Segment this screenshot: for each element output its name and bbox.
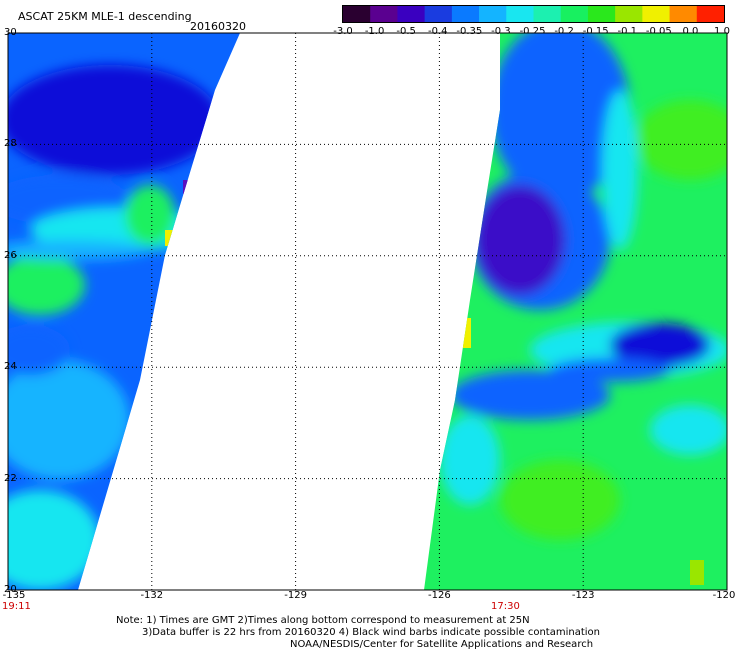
colorbar-tick-label: -0.5 bbox=[396, 26, 416, 37]
latitude-label: 24 bbox=[4, 361, 17, 373]
latitude-label: 30 bbox=[4, 27, 17, 38]
colorbar bbox=[342, 5, 725, 23]
colorbar-tick-label: -0.35 bbox=[456, 26, 483, 37]
latitude-label: 26 bbox=[4, 249, 17, 261]
left-swath bbox=[8, 33, 240, 590]
time-right: 17:30 bbox=[491, 601, 520, 612]
latitude-label: 22 bbox=[4, 472, 17, 484]
colorbar-segment bbox=[642, 6, 671, 22]
latitude-label: 28 bbox=[4, 138, 17, 150]
colorbar-segment bbox=[506, 6, 534, 22]
colorbar-tick-label: 0.0 bbox=[682, 26, 699, 37]
colorbar-segment bbox=[587, 6, 616, 22]
colorbar-segment bbox=[696, 6, 725, 22]
time-left: 19:11 bbox=[2, 601, 31, 612]
colorbar-segment bbox=[343, 6, 371, 22]
right-swath bbox=[424, 33, 727, 590]
colorbar-segment bbox=[397, 6, 426, 22]
colorbar-tick-label: -0.25 bbox=[519, 26, 546, 37]
note-line-2: 3)Data buffer is 22 hrs from 20160320 4)… bbox=[142, 627, 600, 638]
map-title: ASCAT 25KM MLE-1 descending bbox=[18, 10, 192, 23]
colorbar-tick-label: -3.0 bbox=[333, 26, 353, 37]
colorbar-segment bbox=[424, 6, 453, 22]
colorbar-segment bbox=[370, 6, 398, 22]
longitude-label: -129 bbox=[284, 590, 307, 601]
colorbar-segment bbox=[479, 6, 507, 22]
colorbar-tick-label: -0.3 bbox=[491, 26, 511, 37]
longitude-label: -135 bbox=[2, 590, 26, 601]
map-frame bbox=[7, 32, 728, 591]
longitude-label: -120 bbox=[712, 590, 736, 601]
colorbar-tick-label: -0.05 bbox=[645, 26, 672, 37]
note-line-3: NOAA/NESDIS/Center for Satellite Applica… bbox=[290, 639, 594, 650]
colorbar-tick-label: -0.1 bbox=[617, 26, 638, 37]
colorbar-tick-label: -1.0 bbox=[364, 26, 385, 37]
colorbar-tick-label: -0.4 bbox=[427, 26, 448, 37]
map-date: 20160320 bbox=[190, 20, 246, 33]
grid-lines bbox=[8, 33, 727, 590]
note-line-1: Note: 1) Times are GMT 2)Times along bot… bbox=[116, 615, 530, 626]
longitude-label: -123 bbox=[571, 590, 595, 601]
colorbar-segment bbox=[533, 6, 562, 22]
colorbar-tick-label: 1.0 bbox=[714, 26, 730, 37]
longitude-label: -132 bbox=[140, 590, 164, 601]
colorbar-segment bbox=[615, 6, 643, 22]
colorbar-tick-label: -0.15 bbox=[582, 26, 609, 37]
colorbar-segment bbox=[669, 6, 698, 22]
colorbar-gradient bbox=[343, 6, 725, 22]
colorbar-segment bbox=[451, 6, 480, 22]
latitude-label: 20 bbox=[4, 584, 17, 595]
colorbar-segment bbox=[560, 6, 589, 22]
longitude-label: -126 bbox=[428, 590, 451, 601]
colorbar-tick-label: -0.2 bbox=[554, 26, 574, 37]
